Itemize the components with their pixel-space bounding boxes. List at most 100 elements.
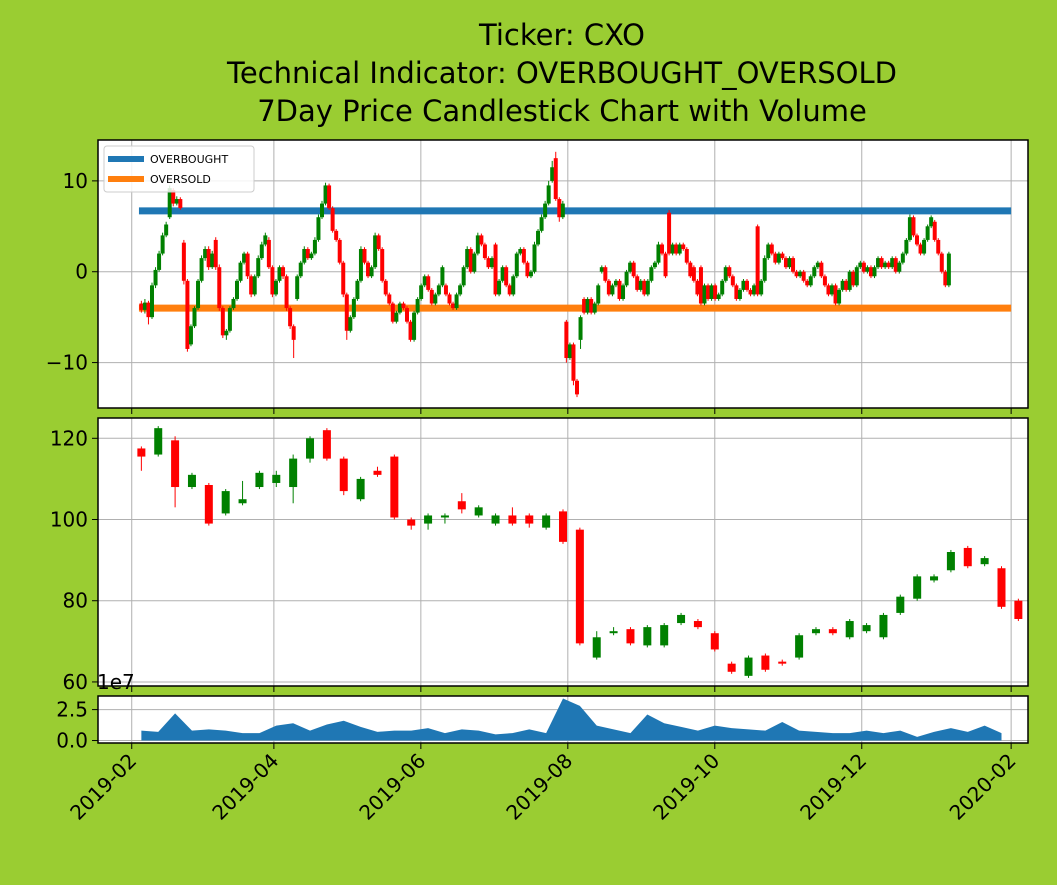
- indicator-candle: [298, 260, 303, 279]
- indicator-candle: [507, 283, 512, 297]
- price-candle: [626, 627, 635, 646]
- indicator-candle: [376, 233, 381, 251]
- price-candle: [913, 574, 922, 601]
- price-candle: [542, 513, 551, 530]
- candle-body: [288, 308, 293, 327]
- price-candle: [710, 631, 719, 652]
- indicator-candle: [305, 247, 310, 260]
- candle-body: [879, 258, 884, 268]
- price-candle: [879, 612, 888, 640]
- indicator-candle: [553, 151, 558, 201]
- indicator-candle: [698, 265, 703, 306]
- candle-body: [592, 637, 601, 658]
- candle-body: [716, 294, 721, 299]
- indicator-candle: [419, 283, 424, 301]
- indicator-candles: [139, 151, 951, 398]
- indicator-candle: [734, 283, 739, 301]
- candle-body: [805, 280, 810, 286]
- indicator-candle: [936, 238, 941, 256]
- price-candle: [980, 556, 989, 567]
- indicator-candle: [149, 282, 154, 319]
- indicator-candle: [766, 242, 771, 260]
- candle-body: [221, 491, 230, 514]
- indicator-candle: [922, 238, 927, 256]
- indicator-candle: [185, 278, 190, 352]
- indicator-candle: [351, 297, 356, 319]
- indicator-candle: [684, 247, 689, 265]
- candle-body: [677, 614, 686, 624]
- indicator-candle: [893, 256, 898, 274]
- indicator-candle: [706, 283, 711, 301]
- indicator-candle: [624, 269, 629, 288]
- indicator-candle: [284, 274, 289, 311]
- indicator-candle: [868, 265, 873, 279]
- indicator-candle: [489, 256, 494, 270]
- candle-body: [929, 217, 934, 227]
- indicator-candle: [415, 297, 420, 315]
- candle-body: [373, 235, 378, 268]
- candle-body: [617, 280, 622, 299]
- candle-body: [925, 226, 930, 240]
- indicator-candle: [939, 251, 944, 274]
- indicator-candle: [373, 232, 378, 270]
- indicator-candle: [461, 265, 466, 288]
- candle-body: [142, 302, 147, 310]
- indicator-candle: [578, 315, 583, 349]
- candle-body: [930, 576, 939, 581]
- indicator-candle: [798, 269, 803, 279]
- price-candle: [575, 527, 584, 646]
- indicator-candle: [911, 215, 916, 238]
- candle-body: [356, 478, 365, 500]
- candle-body: [475, 235, 480, 254]
- candle-body: [946, 253, 951, 286]
- price-candle: [643, 625, 652, 648]
- candle-body: [511, 276, 516, 295]
- volume-panel: 0.02.5 1e7: [56, 670, 1029, 753]
- indicator-candle: [174, 196, 179, 206]
- title-line-1: Ticker: CXO: [478, 18, 645, 52]
- candle-body: [407, 519, 416, 526]
- candle-body: [748, 289, 753, 295]
- price-candle: [390, 454, 399, 520]
- candle-body: [412, 312, 417, 340]
- candle-body: [429, 289, 434, 304]
- y-tick-label: −10: [46, 351, 88, 375]
- candle-body: [404, 308, 409, 322]
- candle-body: [217, 267, 222, 309]
- indicator-candle: [178, 197, 183, 210]
- indicator-candle: [468, 247, 473, 274]
- candle-body: [659, 244, 664, 254]
- indicator-candle: [833, 283, 838, 306]
- indicator-candle: [164, 221, 169, 238]
- candle-body: [837, 289, 842, 304]
- price-candle: [896, 594, 905, 615]
- indicator-candle: [805, 278, 810, 288]
- candle-body: [691, 267, 696, 281]
- price-candle: [997, 566, 1006, 609]
- candle-body: [557, 199, 562, 218]
- indicator-candle: [745, 278, 750, 292]
- candle-body: [355, 280, 360, 299]
- legend-label-overbought: OVERBOUGHT: [150, 153, 228, 166]
- indicator-candle: [656, 241, 661, 265]
- candle-body: [373, 470, 382, 475]
- candle-body: [525, 515, 534, 524]
- candle-body: [302, 249, 307, 263]
- y-tick-label: 10: [63, 169, 88, 193]
- indicator-candle: [426, 274, 431, 292]
- indicator-candle: [309, 251, 314, 260]
- indicator-candle: [918, 242, 923, 256]
- candle-body: [213, 239, 218, 268]
- candle-body: [861, 262, 866, 272]
- indicator-candle: [755, 224, 760, 297]
- x-tick-label: 2020-02: [945, 749, 1021, 825]
- indicator-candle: [610, 283, 615, 297]
- indicator-candle: [337, 238, 342, 265]
- indicator-candle: [741, 278, 746, 292]
- indicator-candle: [876, 256, 881, 270]
- candle-body: [730, 276, 735, 286]
- indicator-candle: [273, 278, 278, 297]
- price-candle: [609, 627, 618, 636]
- candle-body: [761, 655, 770, 670]
- candle-body: [507, 285, 512, 295]
